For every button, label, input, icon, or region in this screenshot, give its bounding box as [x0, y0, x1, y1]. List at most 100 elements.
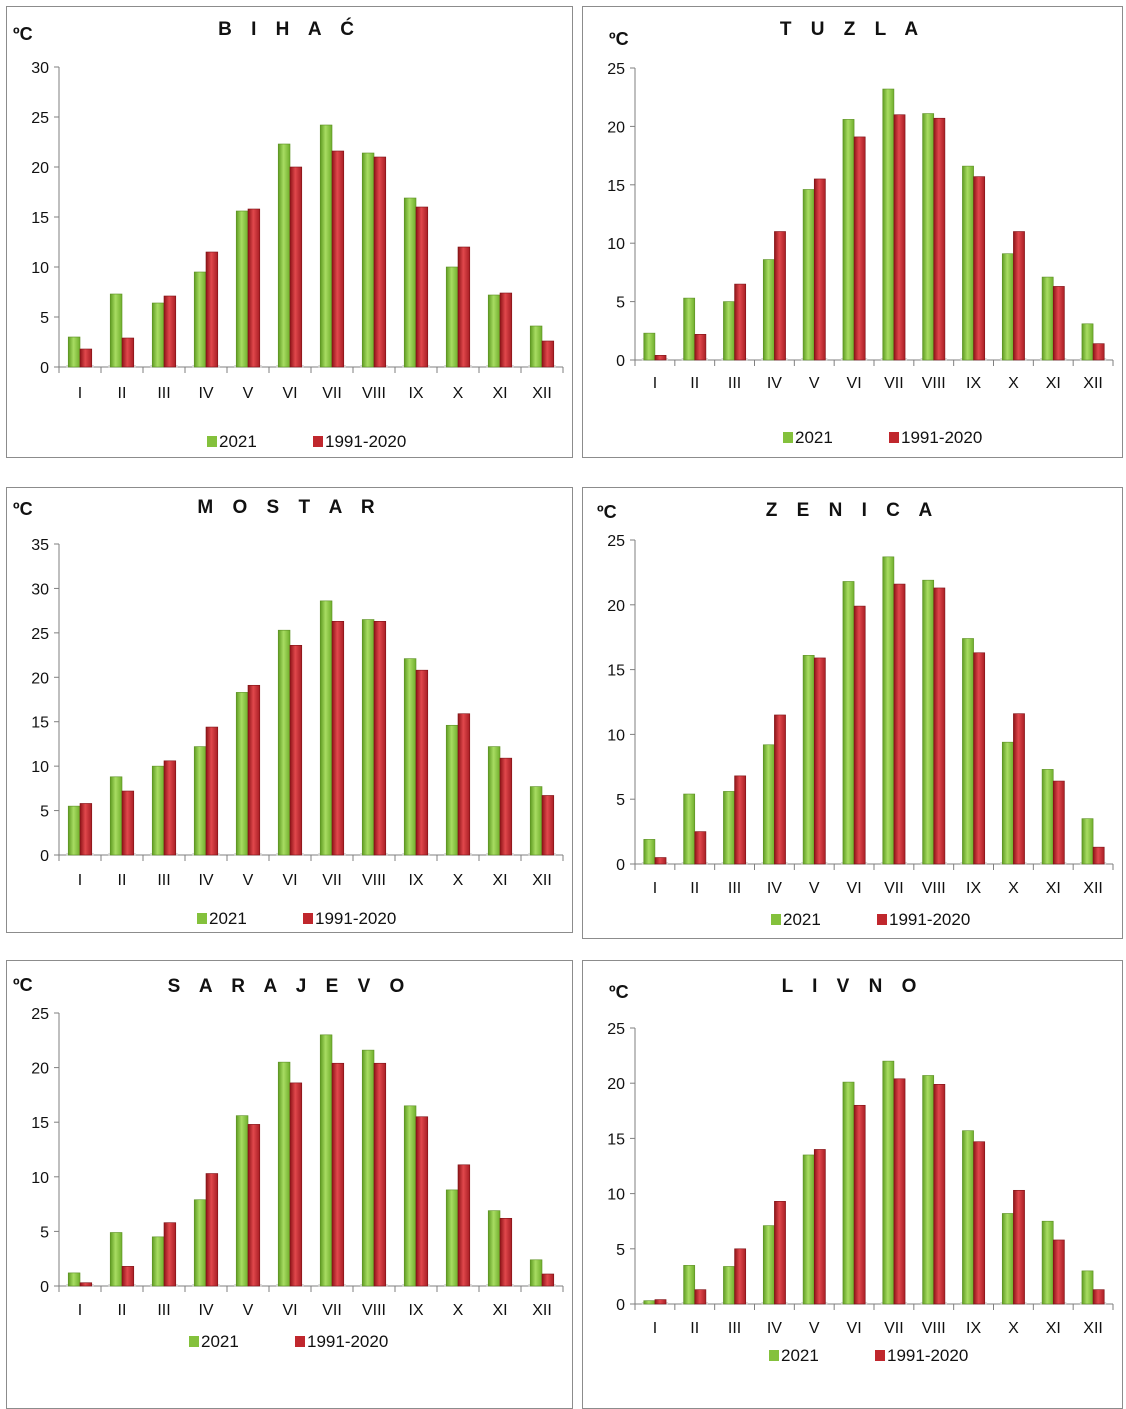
bar-1991-2020	[289, 166, 303, 368]
x-tick-label: III	[728, 375, 741, 392]
bar-2021	[529, 1259, 543, 1287]
x-tick-label: VI	[847, 1320, 862, 1337]
bar-1991-2020	[205, 251, 219, 368]
y-tick-label: 30	[31, 60, 49, 77]
y-tick-label: 5	[616, 792, 625, 809]
legend-label-1991-2020: 1991-2020	[307, 1332, 388, 1351]
x-tick-label: V	[809, 375, 820, 392]
legend-swatch-1991-2020	[877, 914, 887, 925]
y-tick-label: 0	[40, 360, 49, 377]
y-tick-label: 5	[40, 1224, 49, 1241]
y-tick-label: 15	[31, 1115, 49, 1132]
bar-1991-2020	[457, 713, 471, 856]
x-tick-label: IX	[966, 1320, 981, 1337]
bar-2021	[962, 1130, 974, 1305]
bar-1991-2020	[813, 178, 826, 361]
bar-1991-2020	[734, 283, 747, 361]
y-tick-label: 0	[40, 848, 49, 865]
y-tick-label: 25	[607, 1021, 625, 1038]
chart-title: B I H A Ć	[218, 18, 361, 40]
bar-2021	[445, 266, 459, 368]
x-tick-label: VIII	[362, 872, 386, 889]
y-tick-label: 5	[40, 310, 49, 327]
x-tick-label: IV	[767, 375, 782, 392]
bar-1991-2020	[331, 150, 345, 368]
legend-label-2021: 2021	[201, 1332, 239, 1351]
x-tick-label: IV	[767, 1320, 782, 1337]
x-tick-label: VIII	[362, 385, 386, 402]
bar-1991-2020	[774, 231, 786, 361]
x-tick-label: II	[118, 385, 127, 402]
legend-swatch-2021	[189, 1336, 199, 1347]
bar-1991-2020	[331, 621, 345, 856]
bar-2021	[487, 746, 501, 856]
bar-1991-2020	[853, 605, 866, 865]
x-tick-label: XI	[492, 385, 507, 402]
bar-2021	[683, 1265, 696, 1305]
chart-title: L I V N O	[782, 976, 924, 997]
x-tick-label: I	[653, 880, 657, 897]
legend-label-1991-2020: 1991-2020	[315, 909, 396, 928]
x-tick-label: VII	[322, 872, 342, 889]
bar-2021	[882, 88, 895, 361]
bar-2021	[802, 655, 815, 865]
x-tick-label: IV	[767, 880, 782, 897]
bar-2021	[361, 152, 375, 368]
bar-2021	[1041, 769, 1054, 865]
bar-1991-2020	[694, 1289, 707, 1305]
bar-2021	[487, 1210, 501, 1287]
x-tick-label: VII	[884, 880, 904, 897]
legend-swatch-2021	[783, 432, 793, 443]
bar-1991-2020	[933, 587, 946, 865]
bar-1991-2020	[933, 117, 946, 361]
unit-label: ºC	[13, 24, 33, 44]
x-tick-label: XII	[532, 872, 552, 889]
bar-1991-2020	[933, 1084, 946, 1305]
bar-2021	[319, 124, 333, 368]
bar-2021	[235, 210, 249, 368]
x-tick-label: X	[1008, 880, 1019, 897]
bar-2021	[277, 143, 291, 368]
y-tick-label: 25	[607, 61, 625, 78]
bar-1991-2020	[774, 714, 786, 865]
x-tick-label: V	[243, 1302, 254, 1319]
bar-2021	[403, 1105, 417, 1287]
y-tick-label: 35	[31, 537, 49, 554]
bar-2021	[802, 1154, 815, 1305]
y-tick-label: 15	[607, 178, 625, 195]
bar-2021	[762, 744, 775, 865]
y-tick-label: 25	[31, 110, 49, 127]
chart-title: Z E N I C A	[766, 500, 939, 521]
x-tick-label: III	[157, 385, 170, 402]
bar-1991-2020	[694, 334, 707, 361]
legend-label-2021: 2021	[783, 910, 821, 929]
y-tick-label: 0	[40, 1279, 49, 1296]
x-tick-label: III	[157, 872, 170, 889]
chart-title: S A R A J E V O	[168, 976, 412, 997]
y-tick-label: 20	[607, 119, 625, 136]
x-tick-label: I	[653, 375, 657, 392]
bar-2021	[109, 776, 123, 856]
unit-label: ºC	[13, 499, 33, 519]
bar-2021	[762, 259, 775, 361]
bar-1991-2020	[654, 857, 667, 865]
x-tick-label: II	[118, 1302, 127, 1319]
bar-1991-2020	[893, 1078, 906, 1305]
x-tick-label: XI	[1046, 375, 1061, 392]
bar-2021	[109, 293, 123, 368]
bar-1991-2020	[1013, 713, 1025, 865]
y-tick-label: 15	[607, 1131, 625, 1148]
x-tick-label: X	[1008, 375, 1019, 392]
bar-2021	[67, 1272, 81, 1287]
y-tick-label: 20	[607, 598, 625, 615]
y-tick-label: 10	[607, 727, 625, 744]
x-tick-label: IX	[966, 880, 981, 897]
y-tick-label: 30	[31, 581, 49, 598]
x-tick-label: VII	[322, 385, 342, 402]
